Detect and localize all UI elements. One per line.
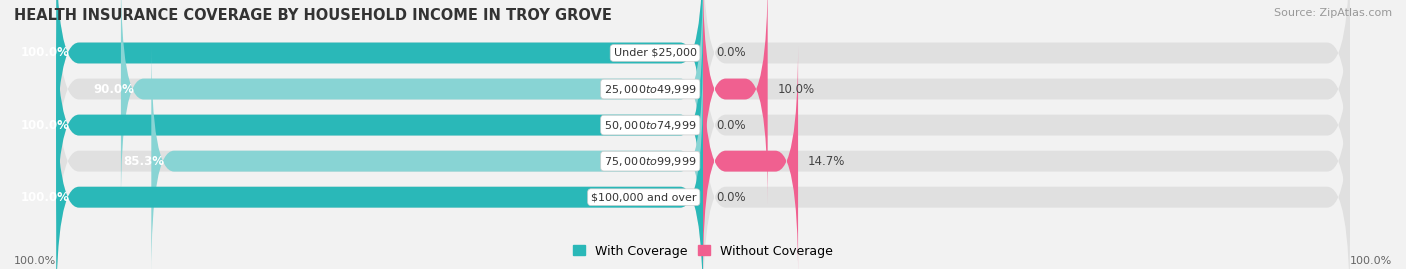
FancyBboxPatch shape [56, 0, 703, 169]
FancyBboxPatch shape [703, 45, 799, 269]
FancyBboxPatch shape [56, 0, 703, 169]
Text: 100.0%: 100.0% [20, 47, 69, 59]
Text: $50,000 to $74,999: $50,000 to $74,999 [605, 119, 696, 132]
FancyBboxPatch shape [703, 9, 1350, 241]
FancyBboxPatch shape [56, 82, 703, 269]
FancyBboxPatch shape [703, 0, 768, 205]
FancyBboxPatch shape [56, 82, 703, 269]
FancyBboxPatch shape [703, 45, 1350, 269]
Text: $75,000 to $99,999: $75,000 to $99,999 [605, 155, 696, 168]
Text: 100.0%: 100.0% [14, 256, 56, 266]
Legend: With Coverage, Without Coverage: With Coverage, Without Coverage [571, 242, 835, 260]
Text: 90.0%: 90.0% [93, 83, 134, 95]
Text: 100.0%: 100.0% [20, 119, 69, 132]
FancyBboxPatch shape [703, 0, 1350, 169]
Text: $25,000 to $49,999: $25,000 to $49,999 [605, 83, 696, 95]
Text: $100,000 and over: $100,000 and over [591, 192, 696, 202]
Text: 10.0%: 10.0% [778, 83, 814, 95]
FancyBboxPatch shape [56, 9, 703, 241]
Text: 14.7%: 14.7% [808, 155, 845, 168]
Text: 0.0%: 0.0% [716, 119, 745, 132]
Text: HEALTH INSURANCE COVERAGE BY HOUSEHOLD INCOME IN TROY GROVE: HEALTH INSURANCE COVERAGE BY HOUSEHOLD I… [14, 8, 612, 23]
FancyBboxPatch shape [703, 0, 1350, 205]
FancyBboxPatch shape [56, 0, 703, 205]
FancyBboxPatch shape [56, 9, 703, 241]
Text: Under $25,000: Under $25,000 [613, 48, 696, 58]
FancyBboxPatch shape [56, 45, 703, 269]
Text: 0.0%: 0.0% [716, 47, 745, 59]
FancyBboxPatch shape [121, 0, 703, 205]
Text: 100.0%: 100.0% [1350, 256, 1392, 266]
Text: Source: ZipAtlas.com: Source: ZipAtlas.com [1274, 8, 1392, 18]
Text: 100.0%: 100.0% [20, 191, 69, 204]
Text: 0.0%: 0.0% [716, 191, 745, 204]
FancyBboxPatch shape [152, 45, 703, 269]
FancyBboxPatch shape [703, 82, 1350, 269]
Text: 85.3%: 85.3% [124, 155, 165, 168]
